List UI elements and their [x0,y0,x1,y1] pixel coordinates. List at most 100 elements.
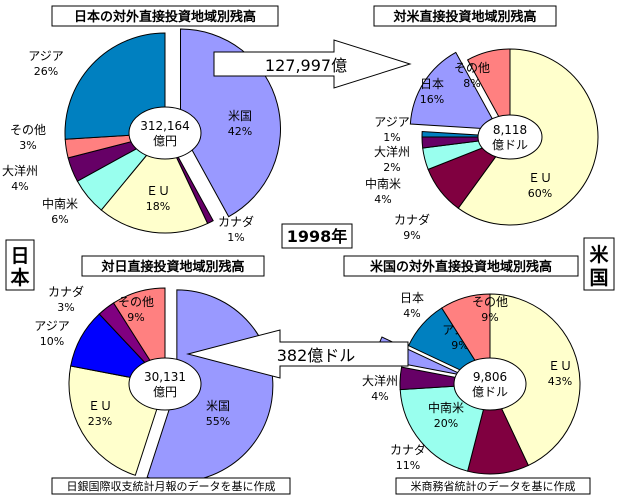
slice-value-label: 8% [463,77,480,90]
slice-value-label: 55% [206,415,230,428]
source-note: 日銀国際収支統計月報のデータを基に作成 [67,479,276,493]
title-japan-outward: 日本の対外直接投資地域別残高 [51,5,279,27]
slice-label: その他 [472,295,508,309]
slice-value-label: 20% [434,417,458,430]
slice-label: その他 [10,123,46,137]
slice-value-label: 26% [34,65,58,78]
slice-value-label: 1% [383,131,400,144]
slice-value-label: 42% [228,125,252,138]
slice-label: カナダ [218,214,254,229]
center-total-label: 億円 [153,385,177,399]
side-label-us-char2: 国 [589,267,608,289]
slice-value-label: 3% [57,301,74,314]
slice-value-label: 9% [127,311,144,324]
slice-value-label: 60% [528,187,552,200]
chart-title: 米国の対外直接投資地域別残高 [370,259,552,275]
pie-slice [489,293,581,467]
slice-label: 米国 [206,399,230,413]
slice-label: その他 [118,295,154,309]
arrow-japan-to-us: 127,997億 [213,39,412,89]
center-total-label: 億ドル [492,138,528,152]
pie-us-inward: ＥＵ 60% カナダ 9% 中南米 4% 大洋州 2% アジア 1% 日本 16% その他 8% 8,118… [365,48,599,242]
slice-label: 日本 [400,291,424,305]
slice-value-label: 4% [371,390,388,403]
slice-value-label: 4% [403,307,420,320]
slice-value-label: 4% [374,193,391,206]
center-total-bubble [128,106,202,160]
slice-label: カナダ [390,442,426,457]
slice-value-label: 4% [11,180,28,193]
slice-label: 大洋州 [374,144,410,159]
slice-value-label: 11% [396,459,420,472]
year-label: 1998年 [287,227,348,246]
center-total-bubble [128,357,202,411]
pie-slice [64,32,166,140]
slice-value-label: 18% [146,200,170,213]
slice-label: 中南米 [42,196,78,211]
arrow-label: 127,997億 [265,56,347,75]
side-label-us: 米 国 [583,237,615,291]
center-total-bubble [477,114,543,160]
arrow-us-to-japan: 382億ドル [186,329,409,379]
slice-label: ＥＵ [548,359,572,373]
center-total-label: 億ドル [472,385,508,399]
arrow-right-icon [213,39,412,89]
slice-label: ＥＵ [88,399,112,413]
slice-value-label: 43% [548,375,572,388]
slice-value-label: 2% [383,161,400,174]
pie-us-outward: ＥＵ43%カナダ11%中南米20%大洋州4%日本4%アジア9%その他9%9,80… [362,291,581,475]
slice-label: ＥＵ [528,171,552,185]
pie-slice [466,48,511,138]
title-us-outward: 米国の対外直接投資地域別残高 [343,255,579,277]
slice-value-label: 10% [40,335,64,348]
slice-label: アジア [374,115,410,129]
source-note: 米商務省統計のデータを基に作成 [411,479,576,493]
center-total-label: 30,131 [144,370,186,384]
slice-label: 中南米 [428,400,464,415]
slice-label: カナダ [48,284,84,299]
pie-japan-outward: 米国 42% カナダ 1% ＥＵ 18% 中南米 6% 大洋州 4% その他 3% アジア 26% 312,… [2,28,281,244]
year-label-box: 1998年 [281,223,353,249]
slice-value-label: 6% [51,213,68,226]
source-note-japan: 日銀国際収支統計月報のデータを基に作成 [51,477,291,495]
side-label-japan-char2: 本 [10,266,29,289]
slice-label: カナダ [394,212,430,227]
slice-label: アジア [28,49,64,63]
slice-label: ＥＵ [146,184,170,198]
title-japan-inward: 対日直接投資地域別残高 [81,255,265,277]
arrow-left-icon [186,329,409,379]
pie-slice [100,132,209,234]
source-note-us: 米商務省統計のデータを基に作成 [395,477,591,495]
center-total-label: 9,806 [473,370,507,384]
side-label-japan: 日 本 [5,239,35,291]
slice-value-label: 16% [420,93,444,106]
slice-value-label: 23% [88,415,112,428]
title-us-inward: 対米直接投資地域別残高 [373,5,557,27]
slice-value-label: 9% [481,311,498,324]
slice-label: 大洋州 [2,163,38,178]
slice-value-label: 1% [227,231,244,244]
slice-label: 日本 [420,77,444,91]
slice-label: その他 [454,61,490,75]
slice-label: 中南米 [365,176,401,191]
chart-title: 対日直接投資地域別残高 [100,259,244,275]
slice-label: 米国 [228,109,252,123]
side-label-us-char1: 米 [589,243,609,266]
center-total-bubble [453,357,527,411]
center-total-label: 312,164 [140,119,190,133]
slice-label: 大洋州 [362,373,398,388]
slice-value-label: 9% [403,229,420,242]
slice-label: アジア [34,319,70,333]
pie-slice [409,51,500,131]
chart-title: 対米直接投資地域別残高 [392,9,536,25]
pie-slice [399,383,491,472]
chart-title: 日本の対外直接投資地域別残高 [74,9,256,25]
arrow-label: 382億ドル [277,346,356,365]
slice-value-label: 3% [19,139,36,152]
center-total-label: 8,118 [493,123,527,137]
center-total-label: 億円 [153,134,177,148]
side-label-japan-char1: 日 [10,245,29,267]
